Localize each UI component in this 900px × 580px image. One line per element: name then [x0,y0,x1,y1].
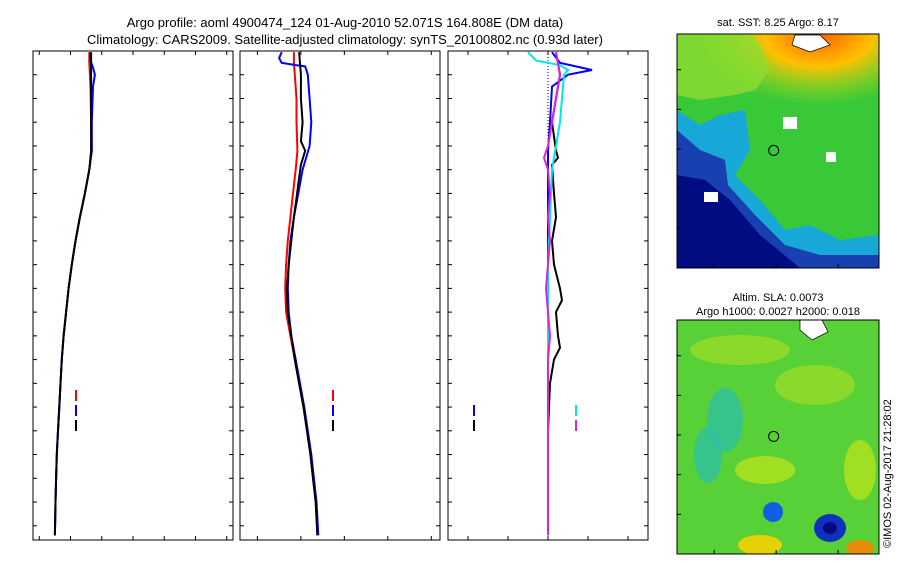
difference-series-0-line [547,51,593,536]
sla-map-axes [677,355,839,555]
temperature-panel [32,50,234,541]
sst-cloud-patch-3 [704,192,718,202]
salinity-series-2-line [285,52,319,536]
sst-cloud-patch-2 [826,152,836,162]
sla-land-nz [799,320,829,341]
argo-location-marker [768,144,780,156]
header-line1: Argo profile: aoml 4900474_124 01-Aug-20… [127,15,564,30]
sla-map-title-2: Argo h1000: 0.0027 h2000: 0.018 [696,306,860,318]
sla-blob [694,427,722,483]
sla-low [763,502,783,522]
sla-blob [775,365,855,405]
sst-map-axes [677,69,839,269]
sst-map-title: sat. SST: 8.25 Argo: 8.17 [717,17,839,29]
salinity-panel [239,50,441,541]
temperature-series-1-line [53,52,96,536]
sst-map: sat. SST: 8.25 Argo: 8.17 [676,17,880,269]
sst-land-nz [791,34,831,53]
temperature-series-2-line [53,52,93,536]
sst-front-north [677,34,770,100]
sla-high [738,535,782,554]
difference-series-3-line [542,52,562,536]
sla-blob [735,456,795,484]
sla-map-title-1: Altim. SLA: 0.0073 [732,292,823,304]
sla-blob [844,440,876,500]
sla-high [846,540,874,554]
sla-blob [690,335,790,365]
sst-cloud-patch [783,117,797,129]
header-line2: Climatology: CARS2009. Satellite-adjuste… [87,32,603,47]
sla-map-frame [676,319,880,555]
argo-location-marker [768,430,780,442]
sla-map: Altim. SLA: 0.0073 Argo h1000: 0.0027 h2… [676,292,880,555]
salinity-axes-frame [239,50,441,541]
sla-low-core [823,522,837,534]
difference-panel [447,50,649,541]
credit-text: ©IMOS 02-Aug-2017 21:28:02 [882,399,894,548]
temperature-axes-frame [32,50,234,541]
sst-map-frame [676,33,880,269]
temperature-series-0-line [53,52,93,536]
